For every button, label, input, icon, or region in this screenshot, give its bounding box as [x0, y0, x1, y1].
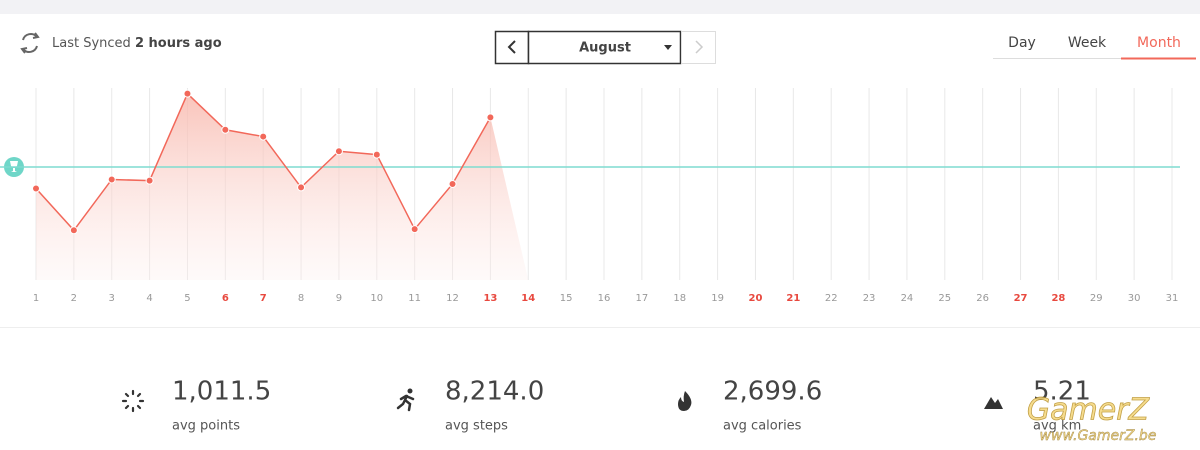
- x-tick-label: 12: [446, 293, 459, 304]
- x-tick-label: 17: [635, 293, 648, 304]
- x-tick-label: 19: [711, 293, 724, 304]
- x-tick-label: 29: [1090, 293, 1103, 304]
- x-tick-label: 20: [749, 293, 763, 304]
- x-tick-label: 27: [1014, 293, 1028, 304]
- point: [334, 147, 343, 156]
- next-arrow: [695, 40, 704, 54]
- km-icon: [984, 397, 1003, 409]
- stat-label: avg km: [1033, 419, 1081, 434]
- prev-button[interactable]: [494, 30, 530, 65]
- x-tick-label: 14: [521, 293, 535, 304]
- stat-value: 1,011.5: [172, 377, 271, 407]
- stat-label: avg points: [172, 419, 240, 434]
- point: [297, 183, 306, 192]
- sync-icon: [20, 32, 40, 54]
- month-label: August: [579, 41, 631, 56]
- stat-value: 8,214.0: [445, 377, 544, 407]
- tab[interactable]: Month: [1137, 35, 1181, 51]
- x-tick-label: 30: [1128, 293, 1141, 304]
- stat-value: 2,699.6: [723, 377, 822, 407]
- point: [107, 175, 116, 184]
- x-tick-label: 10: [370, 293, 383, 304]
- x-tick-label: 3: [109, 293, 115, 304]
- sync-prefix: Last Synced: [52, 36, 131, 51]
- point: [372, 150, 381, 159]
- point: [259, 132, 268, 141]
- steps-icon: [396, 388, 415, 412]
- x-tick-label: 11: [408, 293, 421, 304]
- x-tick-label: 16: [598, 293, 611, 304]
- month-dropdown[interactable]: [527, 30, 682, 65]
- x-tick-label: 26: [976, 293, 989, 304]
- point: [410, 225, 419, 234]
- point: [32, 184, 40, 193]
- sync-time: 2 hours ago: [135, 36, 222, 51]
- watermark-url: www.GamerZ.be: [1040, 428, 1157, 444]
- top-strip: [0, 0, 1200, 14]
- point: [69, 226, 78, 235]
- point: [221, 125, 230, 134]
- point: [183, 89, 192, 98]
- x-tick-label: 5: [184, 293, 190, 304]
- tab[interactable]: Day: [1008, 35, 1036, 51]
- x-tick-label: 9: [336, 293, 342, 304]
- points-icon: [121, 389, 145, 413]
- x-tick-label: 22: [825, 293, 838, 304]
- point: [145, 176, 154, 185]
- x-tick-label: 18: [673, 293, 686, 304]
- x-tick-label: 2: [71, 293, 77, 304]
- tab[interactable]: Week: [1068, 35, 1107, 51]
- watermark: GamerZ www.GamerZ.be: [1026, 392, 1157, 444]
- x-tick-label: 23: [863, 293, 876, 304]
- x-tick-label: 15: [560, 293, 573, 304]
- area: [36, 93, 529, 280]
- stat-label: avg steps: [445, 419, 508, 434]
- x-tick-label: 31: [1166, 293, 1179, 304]
- point: [486, 113, 495, 122]
- stat-value: 5.21: [1033, 377, 1091, 407]
- x-tick-label: 28: [1051, 293, 1065, 304]
- x-tick-label: 13: [483, 293, 497, 304]
- next-button[interactable]: [681, 31, 716, 64]
- calories-icon: [678, 391, 692, 411]
- stat-label: avg calories: [723, 419, 802, 434]
- dropdown-caret: [664, 45, 672, 50]
- sync-label: Last Synced 2 hours ago: [52, 36, 222, 51]
- point: [448, 180, 457, 188]
- watermark-brand: GamerZ: [1027, 393, 1151, 428]
- x-tick-label: 7: [260, 293, 267, 304]
- x-tick-label: 8: [298, 293, 304, 304]
- x-tick-label: 1: [33, 293, 39, 304]
- x-tick-label: 4: [146, 293, 152, 304]
- x-tick-label: 6: [222, 293, 229, 304]
- x-tick-label: 24: [901, 293, 914, 304]
- x-tick-label: 25: [938, 293, 951, 304]
- x-tick-label: 21: [786, 293, 800, 304]
- prev-arrow: [507, 40, 516, 54]
